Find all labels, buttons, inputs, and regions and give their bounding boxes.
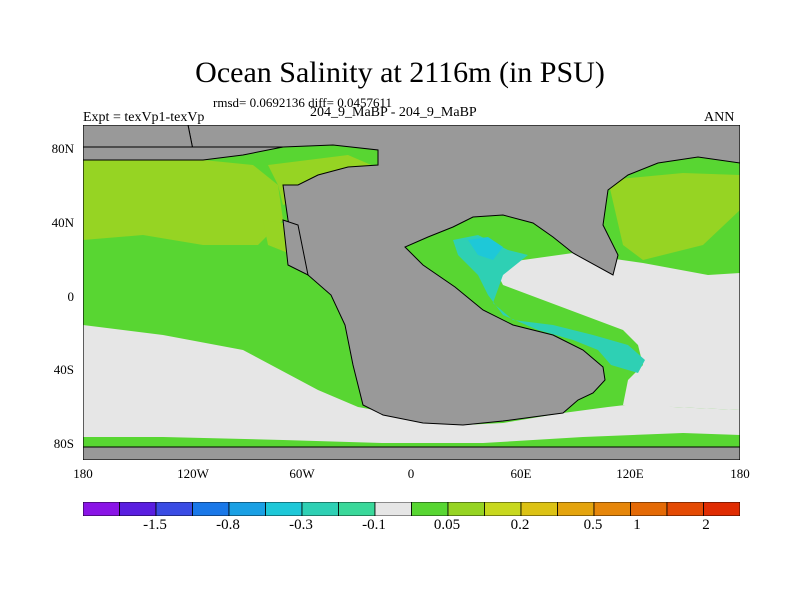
land-main bbox=[187, 125, 740, 426]
zone-indian-north bbox=[608, 173, 740, 260]
colorbar-swatch bbox=[484, 502, 522, 516]
y-tick-80S: 80S bbox=[53, 436, 74, 451]
land-arctic-gap bbox=[83, 146, 284, 161]
colorbar-swatch bbox=[192, 502, 230, 516]
zone-north-pacific bbox=[83, 160, 283, 245]
colorbar-swatch bbox=[83, 502, 120, 516]
colorbar-label: 0.5 bbox=[583, 517, 603, 533]
colorbar bbox=[83, 502, 740, 516]
colorbar-label: 0.2 bbox=[510, 517, 530, 533]
colorbar-label: 1 bbox=[633, 517, 641, 533]
stats-line: rmsd= 0.0692136 diff= 0.0457611 bbox=[213, 95, 392, 110]
colorbar-swatch bbox=[630, 502, 668, 516]
colorbar-swatch bbox=[703, 502, 740, 516]
colorbar-swatch bbox=[119, 502, 157, 516]
colorbar-label: 0.05 bbox=[433, 517, 461, 533]
cases-label: 204_9_MaBP - 204_9_MaBP bbox=[310, 105, 477, 120]
land-americas-west bbox=[282, 219, 309, 276]
plot-title: Ocean Salinity at 2116m (in PSU) bbox=[195, 56, 605, 89]
colorbar-swatch bbox=[265, 502, 303, 516]
colorbar-label: 2 bbox=[702, 517, 710, 533]
colorbar-label: -0.3 bbox=[289, 517, 313, 533]
x-tick-120w: 120W bbox=[177, 466, 209, 481]
colorbar-swatch bbox=[301, 502, 339, 516]
colorbar-swatch bbox=[447, 502, 485, 516]
zone-southern-ocean bbox=[83, 325, 740, 443]
land-antarctica bbox=[83, 446, 740, 460]
zone-cyan-core bbox=[468, 237, 503, 260]
colorbar-label: -0.8 bbox=[216, 517, 240, 533]
colorbar-label: -1.5 bbox=[143, 517, 167, 533]
colorbar-swatch bbox=[520, 502, 558, 516]
x-tick-120e: 120E bbox=[616, 466, 644, 481]
zone-south-band bbox=[83, 433, 740, 450]
salinity-map bbox=[83, 125, 740, 460]
zone-west-mediterranean bbox=[453, 235, 645, 373]
colorbar-swatch bbox=[338, 502, 376, 516]
x-tick-180w: 180 bbox=[73, 466, 93, 481]
y-tick-0: 0 bbox=[67, 289, 75, 304]
colorbar-swatch bbox=[155, 502, 193, 516]
land-greenland bbox=[83, 125, 194, 151]
x-tick-0: 0 bbox=[407, 466, 415, 481]
y-tick-80N: 80N bbox=[51, 141, 74, 156]
y-tick-40S: 40S bbox=[53, 362, 74, 377]
colorbar-swatch bbox=[666, 502, 704, 516]
colorbar-swatch bbox=[593, 502, 631, 516]
x-tick-60e: 60E bbox=[510, 466, 532, 481]
x-tick-60w: 60W bbox=[289, 466, 315, 481]
colorbar-swatch bbox=[411, 502, 449, 516]
season-label: ANN bbox=[704, 110, 735, 125]
zone-indian-ocean bbox=[493, 253, 740, 410]
colorbar-swatch bbox=[374, 502, 412, 516]
x-tick-180e: 180 bbox=[730, 466, 750, 481]
y-tick-40N: 40N bbox=[51, 215, 74, 230]
colorbar-label: -0.1 bbox=[362, 517, 386, 533]
colorbar-swatch bbox=[557, 502, 595, 516]
colorbar-swatch bbox=[228, 502, 266, 516]
experiment-label: Expt = texVp1-texVp bbox=[83, 110, 205, 125]
